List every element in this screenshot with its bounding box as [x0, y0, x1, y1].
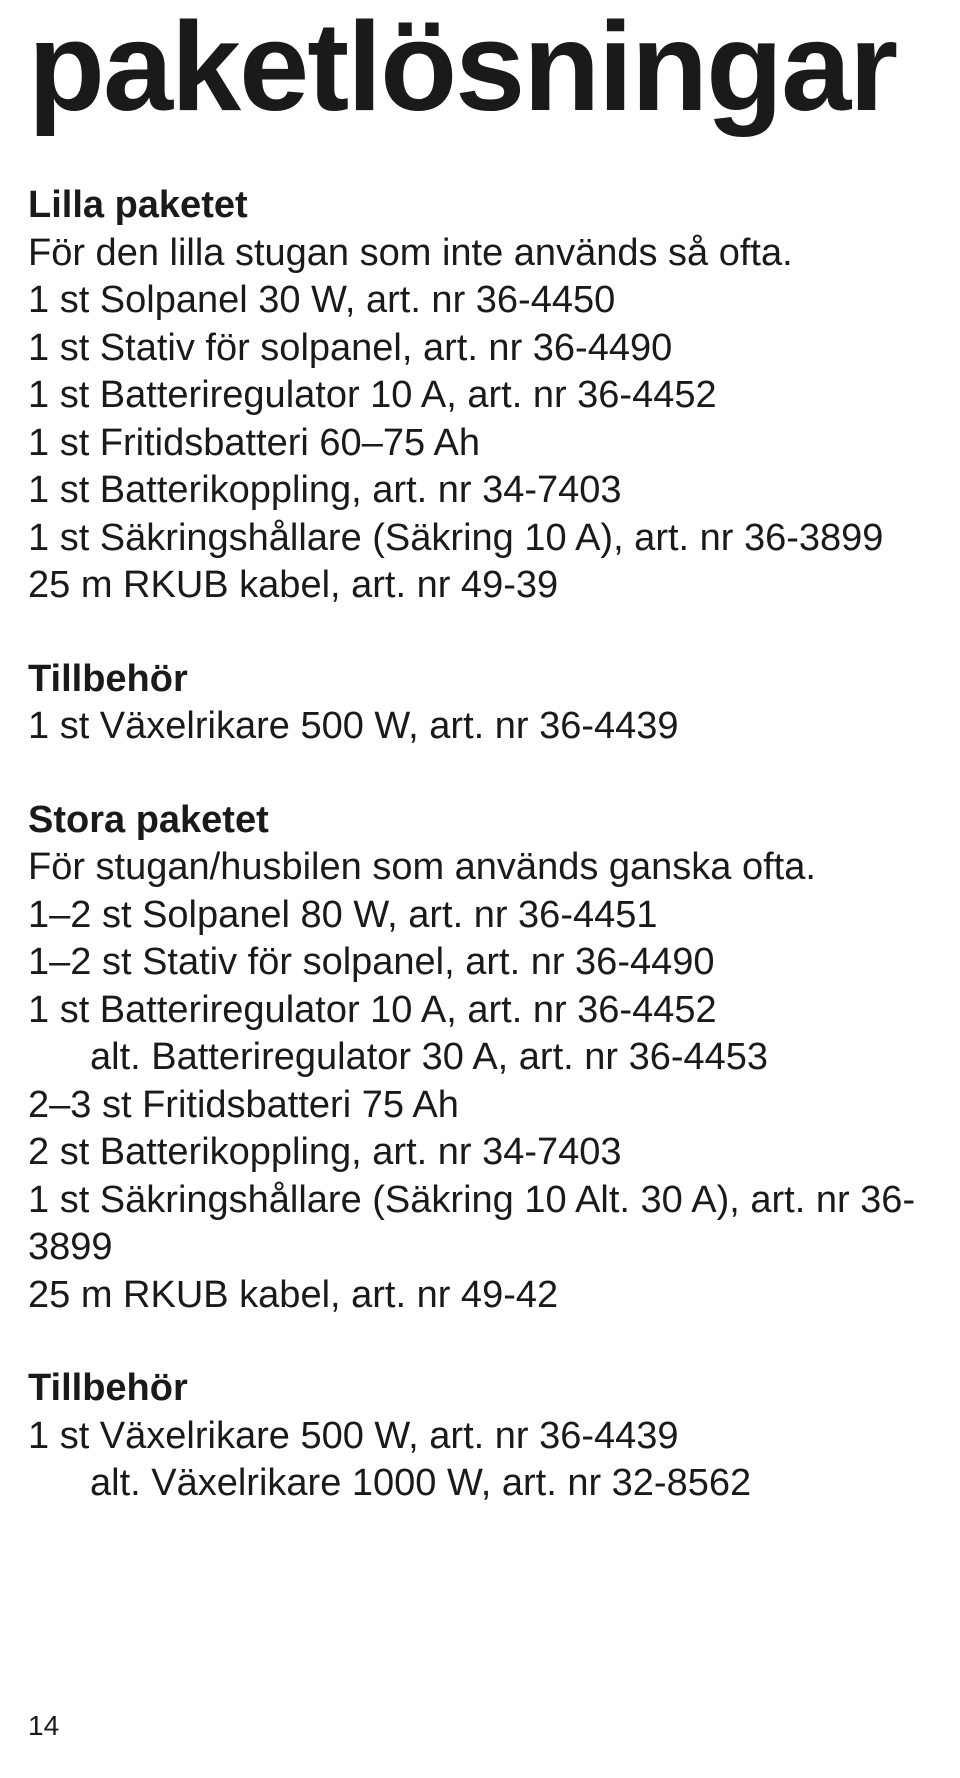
stora-line: 1 st Säkringshållare (Säkring 10 Alt. 30… [28, 1177, 932, 1272]
stora-line: 25 m RKUB kabel, art. nr 49-42 [28, 1272, 932, 1320]
tillbehor1-heading: Tillbehör [28, 656, 932, 704]
lilla-heading: Lilla paketet [28, 182, 932, 230]
document-page: paketlösningar Lilla paketet För den lil… [0, 0, 960, 1778]
lilla-line: 1 st Stativ för solpanel, art. nr 36-449… [28, 325, 932, 373]
stora-line: 1 st Batteriregulator 10 A, art. nr 36-4… [28, 987, 932, 1035]
lilla-line: 1 st Fritidsbatteri 60–75 Ah [28, 420, 932, 468]
section-stora: Stora paketet För stugan/husbilen som an… [28, 797, 932, 1320]
stora-alt-line: alt. Batteriregulator 30 A, art. nr 36-4… [28, 1034, 932, 1082]
tillbehor2-line: 1 st Växelrikare 500 W, art. nr 36-4439 [28, 1413, 932, 1461]
lilla-desc: För den lilla stugan som inte används så… [28, 230, 932, 278]
page-title: paketlösningar [28, 0, 932, 182]
stora-heading: Stora paketet [28, 797, 932, 845]
lilla-line: 1 st Säkringshållare (Säkring 10 A), art… [28, 515, 932, 563]
section-tillbehor-2: Tillbehör 1 st Växelrikare 500 W, art. n… [28, 1365, 932, 1508]
stora-line: 1–2 st Stativ för solpanel, art. nr 36-4… [28, 939, 932, 987]
lilla-line: 1 st Solpanel 30 W, art. nr 36-4450 [28, 277, 932, 325]
page-number: 14 [28, 1710, 59, 1742]
stora-line: 2 st Batterikoppling, art. nr 34-7403 [28, 1129, 932, 1177]
stora-desc: För stugan/husbilen som används ganska o… [28, 844, 932, 892]
lilla-line: 1 st Batterikoppling, art. nr 34-7403 [28, 467, 932, 515]
stora-line: 2–3 st Fritidsbatteri 75 Ah [28, 1082, 932, 1130]
lilla-line: 25 m RKUB kabel, art. nr 49-39 [28, 562, 932, 610]
tillbehor2-alt-line: alt. Växelrikare 1000 W, art. nr 32-8562 [28, 1460, 932, 1508]
lilla-line: 1 st Batteriregulator 10 A, art. nr 36-4… [28, 372, 932, 420]
tillbehor1-line: 1 st Växelrikare 500 W, art. nr 36-4439 [28, 703, 932, 751]
stora-line: 1–2 st Solpanel 80 W, art. nr 36-4451 [28, 892, 932, 940]
section-lilla: Lilla paketet För den lilla stugan som i… [28, 182, 932, 610]
section-tillbehor-1: Tillbehör 1 st Växelrikare 500 W, art. n… [28, 656, 932, 751]
tillbehor2-heading: Tillbehör [28, 1365, 932, 1413]
